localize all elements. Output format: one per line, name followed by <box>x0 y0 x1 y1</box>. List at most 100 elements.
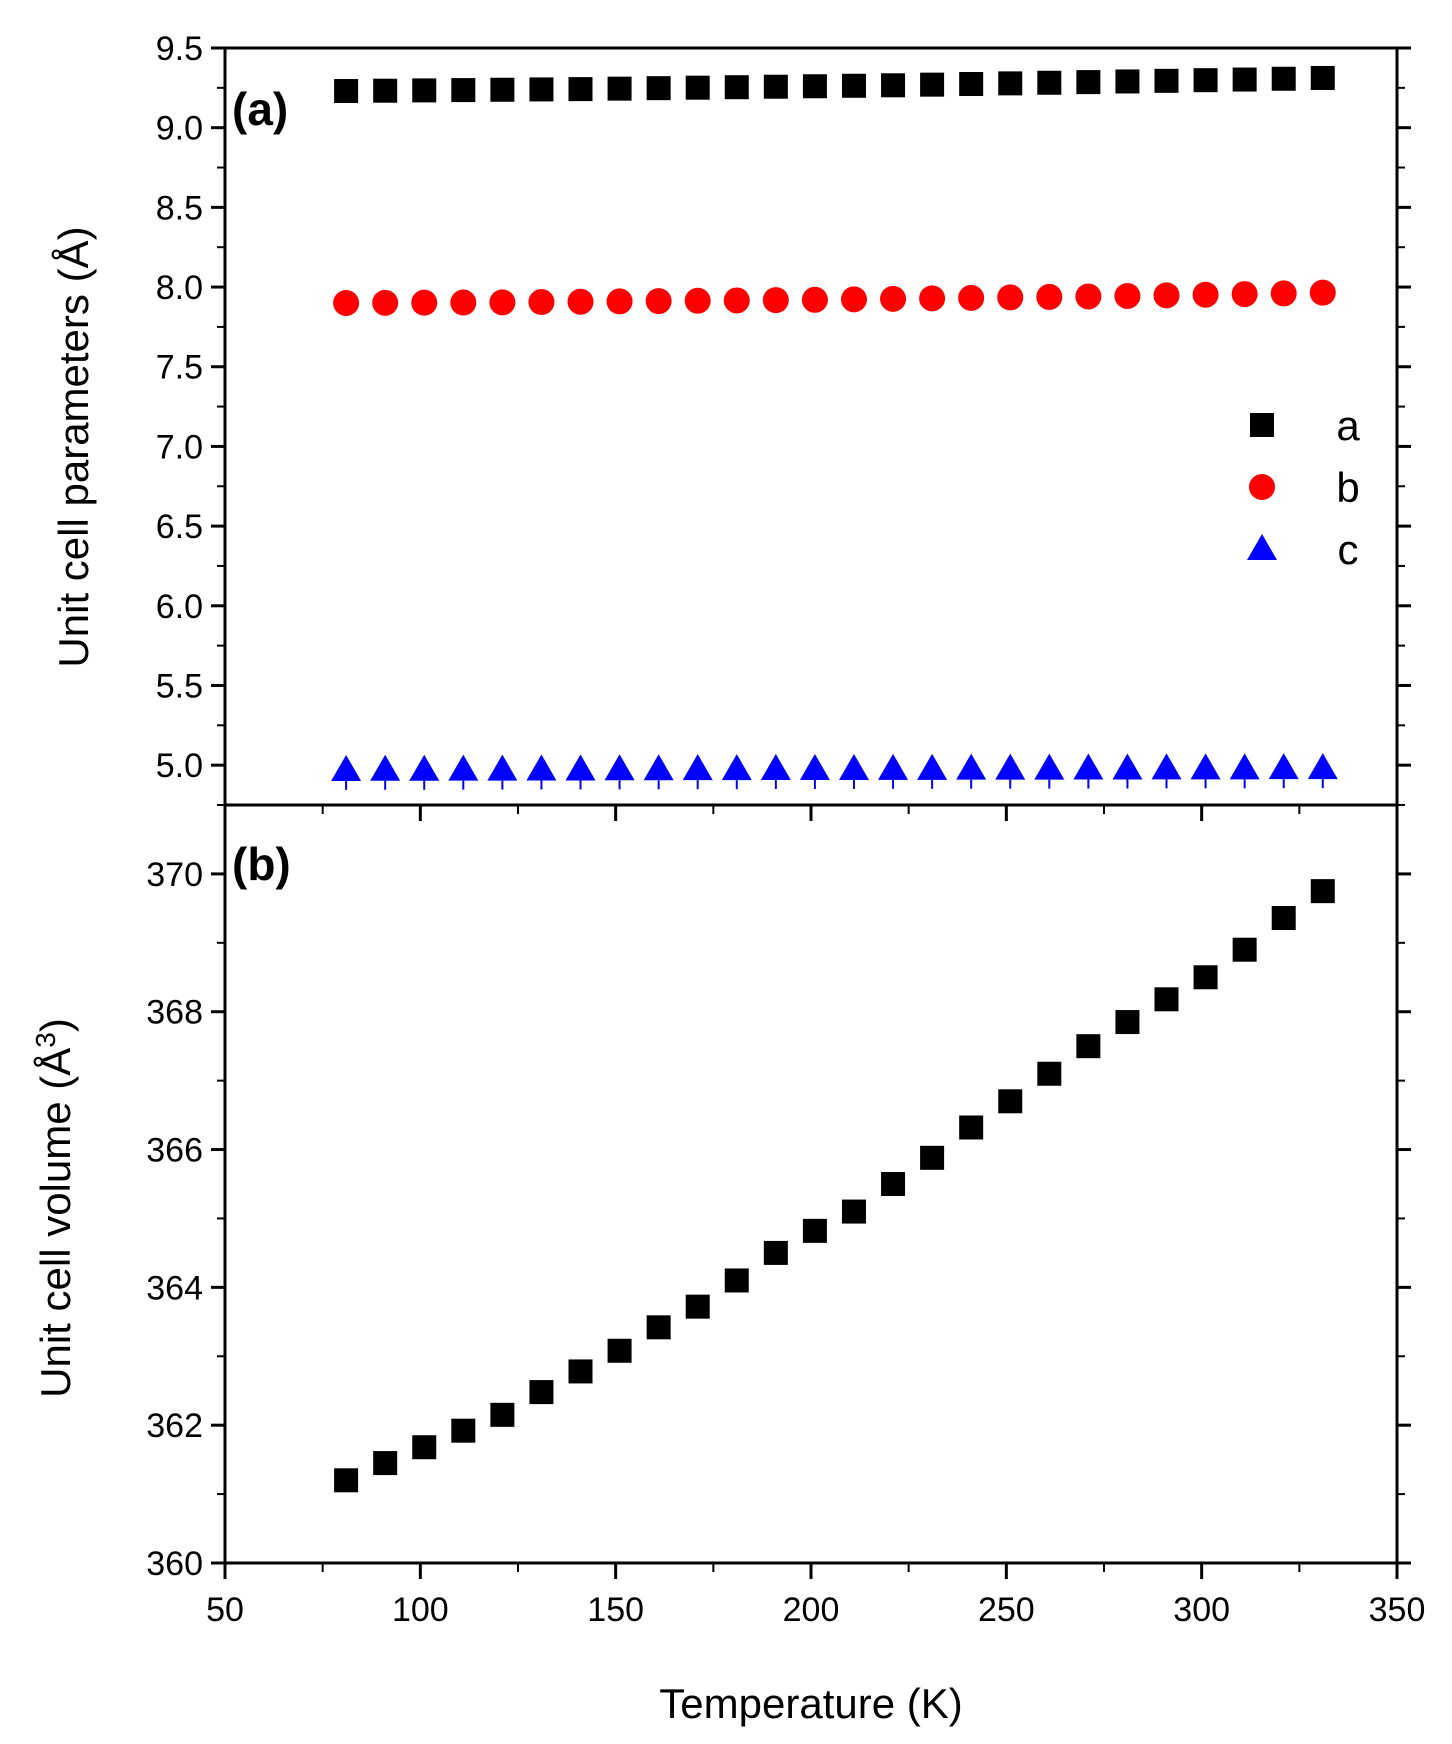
panel-a-point-c <box>1034 753 1065 780</box>
panel-a-point-c <box>760 753 791 780</box>
panel-a-point-c <box>565 754 596 781</box>
panel-a-point-c <box>1112 753 1143 780</box>
panel-b-y-tick-label: 370 <box>146 856 203 894</box>
panel-a-point-b <box>997 284 1024 311</box>
panel-a-point-a <box>1193 68 1218 93</box>
panel-a-point-c <box>331 754 362 781</box>
panel-b-point-V <box>959 1115 984 1140</box>
panel-b-x-tick-label: 300 <box>1173 1591 1230 1629</box>
panel-a-point-a <box>607 76 632 101</box>
panel-a-point-c <box>1229 753 1260 780</box>
panel-a-point-c <box>370 754 401 781</box>
panel-a-point-b <box>1153 282 1180 309</box>
panel-a-point-a <box>334 79 359 104</box>
panel-a-point-a <box>1310 65 1335 90</box>
panel-a-point-a <box>920 72 945 97</box>
panel-a-point-c <box>917 753 948 780</box>
legend-label-c: c <box>1338 526 1359 573</box>
panel-a-y-tick-label: 6.5 <box>156 508 203 546</box>
panel-b-point-V <box>685 1294 710 1319</box>
panel-a-point-b <box>606 288 633 315</box>
panel-b-x-tick-label: 150 <box>587 1591 644 1629</box>
panel-b-y-axis-title-close: ) <box>32 1018 79 1032</box>
panel-a-point-c <box>878 753 909 780</box>
panel-b-point-V <box>646 1315 671 1340</box>
panel-a-point-b <box>1270 280 1297 307</box>
panel-b-y-tick-label: 362 <box>146 1407 203 1445</box>
panel-a-point-a <box>763 74 788 99</box>
panel-a-point-c <box>1268 753 1299 780</box>
panel-a-point-b <box>723 287 750 314</box>
panel-a-point-b <box>528 289 555 316</box>
panel-a-point-b <box>958 284 985 311</box>
panel-a-point-c <box>721 754 752 781</box>
panel-a-point-b <box>645 288 672 315</box>
panel-a-point-c <box>409 754 440 781</box>
panel-a-point-a <box>959 72 984 97</box>
legend-marker-a <box>1250 413 1274 437</box>
panel-b-y-tick-label: 368 <box>146 994 203 1032</box>
panel-b-y-axis-title-main: Unit cell volume (Å <box>32 1048 79 1398</box>
panel-b-plot-frame <box>223 803 1399 1565</box>
panel-a-y-axis-title: Unit cell parameters (Å) <box>50 226 97 667</box>
panel-b-point-V <box>998 1089 1023 1114</box>
panel-a-point-b <box>1114 282 1141 309</box>
panel-a-point-c <box>799 753 830 780</box>
panel-a-point-b <box>1075 283 1102 310</box>
panel-a-point-b <box>372 289 399 316</box>
panel-b-x-tick-label: 250 <box>978 1591 1035 1629</box>
panel-b-y-tick-label: 360 <box>146 1545 203 1583</box>
panel-a-y-tick-label: 7.0 <box>156 428 203 466</box>
x-axis-title: Temperature (K) <box>659 1680 962 1727</box>
panel-a-point-c <box>1190 753 1221 780</box>
panel-b-x-tick-label: 200 <box>783 1591 840 1629</box>
panel-a-point-b <box>450 289 477 316</box>
panel-a-point-c <box>1151 753 1182 780</box>
panel-b-point-V <box>373 1451 398 1476</box>
panel-a-point-c <box>838 753 869 780</box>
panel-b-point-V <box>1076 1034 1101 1059</box>
panel-a-point-b <box>684 287 711 314</box>
panel-a-point-c <box>1307 753 1338 780</box>
panel-a-point-b <box>919 285 946 312</box>
panel-a-point-a <box>1037 70 1062 95</box>
panel-a-point-a <box>373 78 398 103</box>
panel-a-y-tick-label: 5.5 <box>156 667 203 705</box>
panel-b-point-V <box>841 1199 866 1224</box>
panel-a-point-b <box>1231 281 1258 308</box>
panel-a-point-b <box>411 289 438 316</box>
panel-a-point-a <box>881 73 906 98</box>
panel-b-point-V <box>1193 965 1218 990</box>
panel-a-point-a <box>998 71 1023 96</box>
panel-b-point-V <box>412 1435 437 1460</box>
panel-a-point-a <box>412 78 437 103</box>
panel-b-y-tick-label: 366 <box>146 1132 203 1170</box>
panel-a-point-b <box>333 289 360 316</box>
legend-marker-c <box>1247 534 1277 560</box>
panel-a-point-b <box>567 288 594 315</box>
panel-b-point-V <box>1271 906 1296 931</box>
panel-a-point-a <box>1271 66 1296 91</box>
panel-b-point-V <box>568 1359 593 1384</box>
panel-a-point-b <box>1309 279 1336 306</box>
panel-a-y-tick-label: 6.0 <box>156 588 203 626</box>
panel-b-point-V <box>1310 879 1335 904</box>
panel-b-point-V <box>1115 1010 1140 1035</box>
panel-b-point-V <box>490 1402 515 1427</box>
panel-a-point-b <box>840 286 867 313</box>
panel-a-y-tick-label: 5.0 <box>156 747 203 785</box>
panel-a-point-c <box>604 754 635 781</box>
panel-a-point-a <box>841 73 866 98</box>
panel-a-point-a <box>1232 67 1257 92</box>
legend-label-b: b <box>1336 464 1359 511</box>
panel-a-y-tick-label: 7.5 <box>156 349 203 387</box>
panel-b-point-V <box>1154 987 1179 1012</box>
panel-b-x-tick-label: 50 <box>206 1591 244 1629</box>
panel-a-point-c <box>1073 753 1104 780</box>
panel-a-y-tick-label: 8.5 <box>156 189 203 227</box>
panel-b-point-V <box>920 1145 945 1170</box>
panel-b-point-V <box>1232 937 1257 962</box>
panel-b-y-tick-label: 364 <box>146 1269 203 1307</box>
panel-a-point-b <box>489 289 516 316</box>
